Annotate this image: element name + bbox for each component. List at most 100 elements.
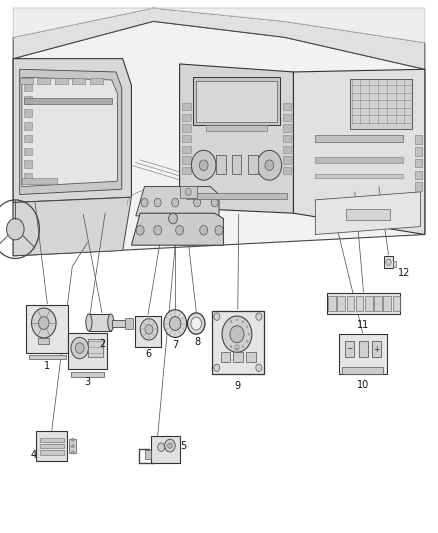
Text: 1: 1 bbox=[44, 361, 50, 370]
Circle shape bbox=[71, 451, 74, 454]
Polygon shape bbox=[315, 192, 420, 235]
Bar bbox=[393, 261, 396, 266]
Bar bbox=[283, 103, 291, 110]
Bar bbox=[37, 78, 50, 84]
Circle shape bbox=[230, 326, 244, 343]
Bar bbox=[193, 77, 280, 125]
Bar bbox=[24, 148, 32, 155]
Text: 12: 12 bbox=[398, 268, 410, 278]
Bar bbox=[186, 193, 287, 199]
Text: 3: 3 bbox=[85, 377, 91, 386]
Bar bbox=[415, 159, 422, 167]
Circle shape bbox=[191, 317, 201, 330]
Bar bbox=[24, 122, 32, 130]
Circle shape bbox=[246, 326, 248, 328]
Text: 11: 11 bbox=[357, 320, 370, 330]
Circle shape bbox=[7, 219, 24, 240]
Text: 10: 10 bbox=[357, 381, 369, 390]
Bar bbox=[182, 124, 191, 132]
Polygon shape bbox=[13, 59, 131, 203]
Bar bbox=[24, 84, 32, 91]
Circle shape bbox=[222, 316, 252, 352]
Bar bbox=[248, 155, 258, 174]
Circle shape bbox=[200, 225, 208, 235]
Circle shape bbox=[256, 364, 262, 372]
Bar bbox=[283, 146, 291, 153]
Text: −: − bbox=[346, 345, 353, 353]
Polygon shape bbox=[136, 187, 219, 216]
Bar bbox=[24, 135, 32, 142]
Bar bbox=[112, 320, 125, 327]
Circle shape bbox=[386, 259, 391, 265]
Circle shape bbox=[257, 150, 282, 180]
Ellipse shape bbox=[108, 314, 114, 331]
Circle shape bbox=[235, 345, 239, 350]
Polygon shape bbox=[131, 213, 223, 245]
Bar bbox=[20, 78, 33, 84]
Bar bbox=[89, 314, 111, 331]
Circle shape bbox=[215, 225, 223, 235]
Circle shape bbox=[211, 198, 218, 207]
Circle shape bbox=[141, 198, 148, 207]
Bar bbox=[145, 450, 151, 459]
Bar bbox=[24, 98, 112, 104]
Bar bbox=[206, 125, 267, 131]
Text: +: + bbox=[374, 345, 380, 353]
Polygon shape bbox=[180, 64, 293, 213]
Polygon shape bbox=[13, 8, 425, 43]
Circle shape bbox=[214, 313, 220, 320]
Circle shape bbox=[236, 348, 238, 350]
Circle shape bbox=[154, 225, 162, 235]
Bar bbox=[384, 256, 393, 268]
Polygon shape bbox=[13, 21, 425, 256]
Bar bbox=[216, 155, 226, 174]
Bar bbox=[88, 339, 103, 357]
Bar bbox=[283, 135, 291, 142]
Circle shape bbox=[191, 150, 216, 180]
Ellipse shape bbox=[86, 314, 92, 331]
Bar bbox=[315, 174, 403, 178]
Polygon shape bbox=[13, 197, 131, 256]
Bar bbox=[283, 124, 291, 132]
Text: 9: 9 bbox=[235, 381, 241, 391]
Bar bbox=[24, 109, 32, 117]
Polygon shape bbox=[293, 69, 425, 235]
Circle shape bbox=[165, 439, 175, 452]
Bar bbox=[24, 173, 32, 181]
Bar bbox=[39, 438, 64, 442]
Bar bbox=[345, 341, 354, 357]
Bar bbox=[283, 156, 291, 164]
Text: 5: 5 bbox=[180, 441, 186, 450]
Circle shape bbox=[136, 225, 144, 235]
Bar bbox=[365, 296, 373, 311]
Text: 6: 6 bbox=[145, 349, 151, 359]
Circle shape bbox=[75, 343, 84, 353]
Circle shape bbox=[194, 198, 201, 207]
Bar bbox=[356, 296, 364, 311]
Circle shape bbox=[154, 198, 161, 207]
Bar bbox=[339, 335, 387, 374]
Bar bbox=[182, 103, 191, 110]
Bar bbox=[39, 450, 64, 455]
Circle shape bbox=[39, 317, 49, 329]
Bar bbox=[315, 157, 403, 163]
Bar bbox=[69, 439, 76, 453]
Bar bbox=[346, 209, 390, 220]
Bar bbox=[125, 318, 133, 329]
Circle shape bbox=[230, 321, 232, 323]
Bar bbox=[359, 341, 368, 357]
Circle shape bbox=[242, 345, 244, 348]
Circle shape bbox=[176, 225, 184, 235]
Bar bbox=[212, 311, 264, 374]
Bar bbox=[26, 305, 68, 353]
Bar bbox=[392, 296, 400, 311]
Bar bbox=[55, 78, 68, 84]
Bar bbox=[415, 182, 422, 191]
Circle shape bbox=[140, 319, 158, 340]
Bar bbox=[384, 296, 391, 311]
Bar bbox=[182, 156, 191, 164]
Text: 8: 8 bbox=[194, 337, 200, 347]
Text: 2: 2 bbox=[99, 339, 105, 349]
Bar bbox=[283, 114, 291, 121]
Bar bbox=[328, 296, 336, 311]
